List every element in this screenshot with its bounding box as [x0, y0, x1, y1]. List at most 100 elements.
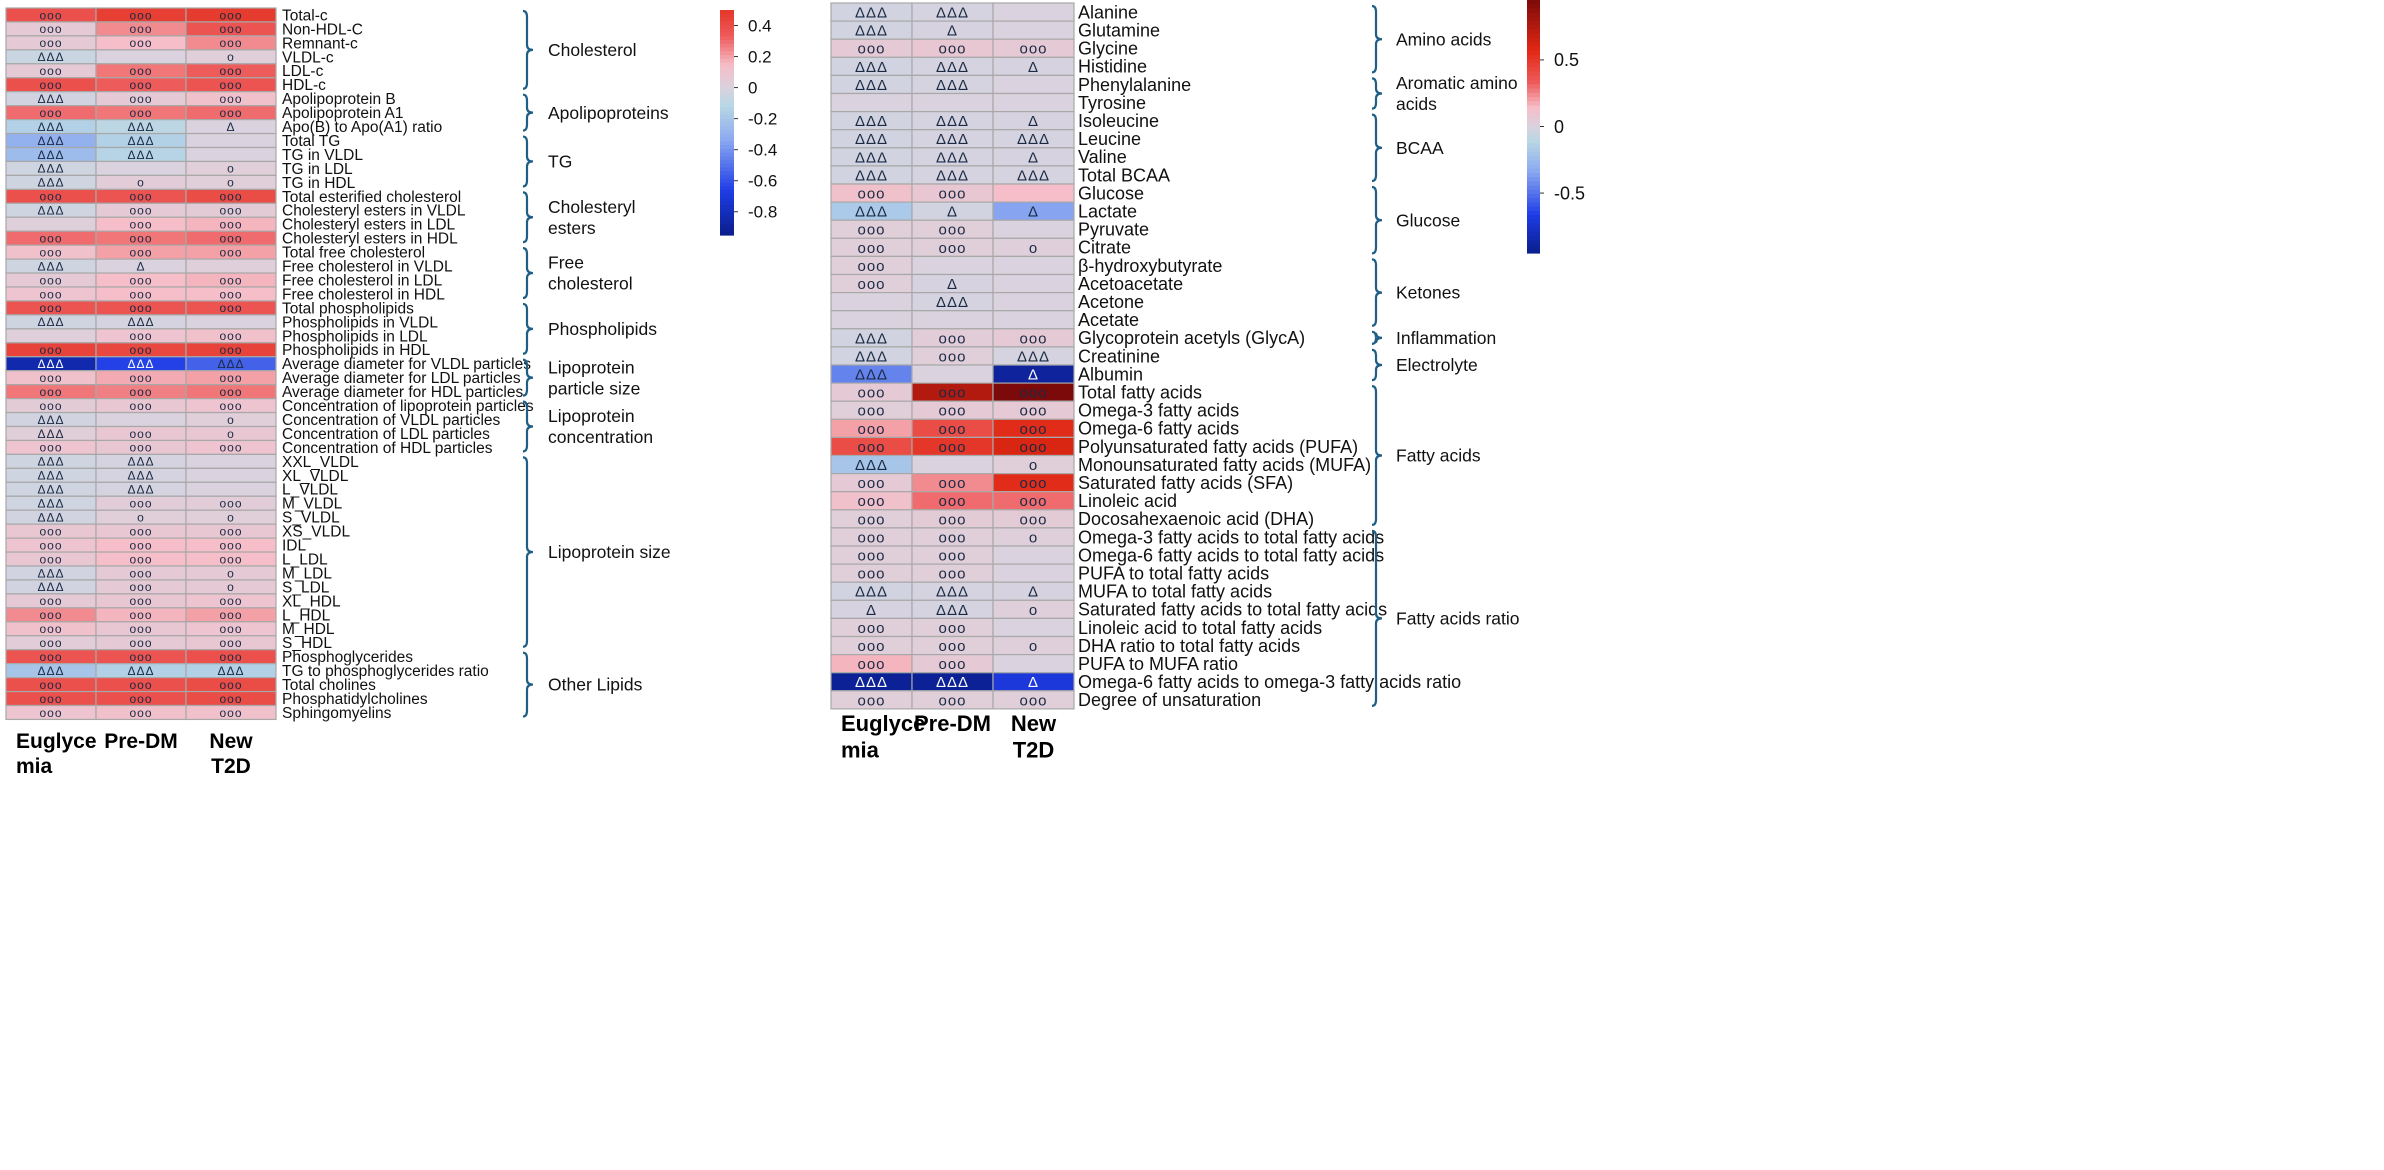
significance-mark: o	[227, 510, 235, 524]
heatmap-cell	[185, 314, 277, 330]
significance-mark: ΔΔΔ	[936, 602, 969, 619]
colorbar-segment	[720, 51, 734, 56]
significance-mark: ΔΔΔ	[936, 59, 969, 76]
row-label: Free cholesterol in LDL	[282, 272, 443, 289]
significance-mark: ΔΔΔ	[936, 167, 969, 184]
colorbar-segment	[1527, 248, 1540, 254]
significance-mark: ooo	[219, 385, 242, 399]
significance-mark: ooo	[39, 524, 62, 538]
significance-mark: ooo	[1019, 41, 1047, 58]
colorbar-segment	[1527, 54, 1540, 60]
significance-mark: ooo	[857, 656, 885, 673]
significance-mark: ooo	[39, 190, 62, 204]
significance-mark: ooo	[938, 222, 966, 239]
significance-mark: ooo	[857, 276, 885, 293]
group-label: Inflammation	[1396, 328, 1496, 348]
significance-mark: ooo	[938, 638, 966, 655]
significance-mark: ooo	[39, 64, 62, 78]
colorbar-segment	[720, 130, 734, 135]
colorbar-segment	[1527, 92, 1540, 98]
row-label: Creatinine	[1078, 346, 1160, 366]
group-bracket	[522, 400, 534, 453]
significance-mark: ΔΔΔ	[217, 664, 244, 678]
row-label: M_VLDL	[282, 496, 343, 513]
row-label: β-hydroxybutyrate	[1078, 256, 1222, 276]
heatmap-cell	[992, 292, 1075, 312]
significance-mark: ooo	[129, 106, 152, 120]
row-label: XXL_VLDL	[282, 454, 359, 471]
significance-mark: ooo	[39, 22, 62, 36]
heatmap-cell	[992, 92, 1075, 113]
group-bracket	[1371, 77, 1383, 110]
colorbar-segment	[1527, 147, 1540, 153]
significance-mark: ΔΔΔ	[855, 77, 888, 94]
significance-mark: ΔΔΔ	[37, 497, 64, 511]
colorbar-segment	[1527, 105, 1540, 111]
group-bracket	[1371, 113, 1383, 183]
colorbar-segment	[720, 197, 734, 202]
row-label: HDL-c	[282, 77, 326, 94]
row-label: Lactate	[1078, 201, 1137, 221]
colorbar-segment	[1527, 168, 1540, 174]
row-label: Docosahexaenoic acid (DHA)	[1078, 509, 1314, 529]
colorbar-segment	[1527, 46, 1540, 52]
group-bracket	[1371, 330, 1383, 345]
group-label: Other Lipids	[548, 675, 643, 695]
column-label: Euglyce mia	[16, 730, 97, 778]
significance-mark: Δ	[947, 23, 958, 40]
colorbar-segment	[720, 13, 734, 19]
heatmap-cell	[5, 328, 97, 344]
significance-mark: ooo	[938, 439, 966, 456]
colorbar-segment	[1527, 215, 1540, 220]
row-label: XS_VLDL	[282, 524, 350, 541]
significance-mark: ooo	[219, 524, 242, 538]
significance-mark: ooo	[129, 231, 152, 245]
significance-mark: ΔΔΔ	[127, 315, 154, 329]
row-label: S_VLDL	[282, 510, 340, 527]
significance-mark: ΔΔΔ	[1017, 131, 1050, 148]
row-label: Saturated fatty acids to total fatty aci…	[1078, 600, 1387, 620]
row-label: M_HDL	[282, 621, 335, 638]
significance-mark: o	[1029, 457, 1038, 474]
significance-mark: ooo	[129, 36, 152, 50]
row-label: M_LDL	[282, 565, 332, 582]
colorbar-segment	[1527, 96, 1540, 102]
significance-mark: ΔΔΔ	[127, 148, 154, 162]
colorbar-segment	[1527, 181, 1540, 187]
significance-mark: ooo	[219, 678, 242, 692]
colorbar-tick-label: 0.2	[748, 48, 772, 67]
colorbar-segment	[720, 103, 734, 109]
significance-mark: ooo	[219, 8, 242, 22]
significance-mark: ΔΔΔ	[37, 664, 64, 678]
significance-mark: ooo	[1019, 385, 1047, 402]
group-label: Cholesteryl esters	[548, 197, 636, 238]
row-label: Glycine	[1078, 39, 1138, 59]
heatmap-cell	[992, 690, 1075, 710]
row-label: Acetate	[1078, 310, 1139, 330]
colorbar-tick-label: -0.6	[748, 172, 777, 191]
colorbar-segment	[720, 36, 734, 41]
row-label: Polyunsaturated fatty acids (PUFA)	[1078, 437, 1358, 457]
colorbar-tick-label: 0.5	[1554, 50, 1579, 70]
significance-mark: ooo	[129, 608, 152, 622]
group-label: Lipoprotein particle size	[548, 357, 640, 398]
significance-mark: ooo	[1019, 493, 1047, 510]
heatmap-cell	[5, 216, 97, 232]
colorbar-segment	[1527, 37, 1540, 43]
column-label: Euglyce mia	[841, 711, 925, 762]
colorbar-segment	[1527, 177, 1540, 182]
significance-mark: ooo	[219, 650, 242, 664]
significance-mark: ΔΔΔ	[127, 664, 154, 678]
colorbar-segment	[720, 182, 734, 187]
significance-mark: ooo	[1019, 421, 1047, 438]
row-label: Sphingomyelins	[282, 705, 392, 722]
row-label: Non-HDL-C	[282, 21, 363, 38]
significance-mark: ΔΔΔ	[855, 149, 888, 166]
significance-mark: ooo	[39, 36, 62, 50]
heatmap-cell	[185, 704, 277, 721]
significance-mark: ooo	[129, 538, 152, 552]
colorbar-segment	[1527, 63, 1540, 69]
significance-mark: ooo	[129, 441, 152, 455]
row-label: Omega-6 fatty acids to omega-3 fatty aci…	[1078, 672, 1461, 692]
